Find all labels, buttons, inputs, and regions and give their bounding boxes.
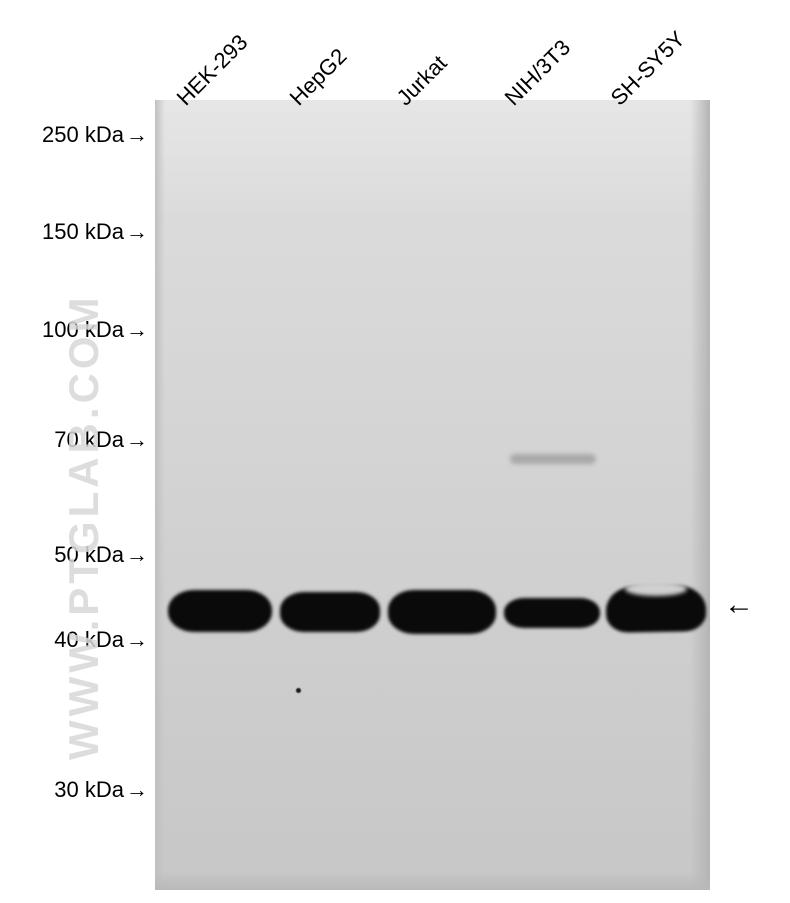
- membrane-speck: [296, 688, 301, 693]
- watermark-text: WWW.PTGLAB.COM: [60, 293, 108, 760]
- ladder-value: 100 kDa: [42, 317, 124, 342]
- arrow-right-icon: →: [126, 317, 148, 343]
- watermark-label: WWW.PTGLAB.COM: [60, 293, 107, 760]
- band-lane-hek293: [168, 590, 272, 632]
- ladder-value: 50 kDa: [54, 542, 124, 567]
- ladder-value: 70 kDa: [54, 427, 124, 452]
- figure-root: 250 kDa→ 150 kDa→ 100 kDa→ 70 kDa→ 50 kD…: [0, 0, 790, 903]
- ladder-value: 30 kDa: [54, 777, 124, 802]
- ladder-value: 150 kDa: [42, 219, 124, 244]
- arrow-right-icon: →: [126, 219, 148, 245]
- arrow-right-icon: →: [126, 542, 148, 568]
- ladder-mark-50: 50 kDa→: [22, 542, 148, 568]
- arrow-right-icon: →: [126, 627, 148, 653]
- target-band-arrow-icon: ←: [724, 588, 754, 622]
- band-lane-shsy5y-dip: [625, 582, 687, 596]
- arrow-right-icon: →: [126, 427, 148, 453]
- arrow-right-icon: →: [126, 777, 148, 803]
- arrow-right-icon: →: [126, 122, 148, 148]
- lane-label-hek293: HEK-293: [172, 29, 254, 111]
- ladder-mark-30: 30 kDa→: [22, 777, 148, 803]
- lane-text: SH-SY5Y: [606, 26, 690, 110]
- lane-label-shsy5y: SH-SY5Y: [606, 26, 691, 111]
- ladder-mark-100: 100 kDa→: [10, 317, 148, 343]
- band-lane-jurkat: [388, 590, 496, 634]
- lane-text: HEK-293: [172, 29, 253, 110]
- faint-band-lane-nih3t3: [510, 454, 596, 464]
- ladder-mark-150: 150 kDa→: [10, 219, 148, 245]
- indicator-glyph: ←: [724, 588, 754, 621]
- blot-background: [155, 100, 710, 890]
- ladder-mark-40: 40 kDa→: [22, 627, 148, 653]
- band-lane-nih3t3: [504, 598, 600, 628]
- ladder-value: 40 kDa: [54, 627, 124, 652]
- ladder-value: 250 kDa: [42, 122, 124, 147]
- lane-text: NIH/3T3: [500, 35, 576, 111]
- ladder-mark-250: 250 kDa→: [10, 122, 148, 148]
- ladder-mark-70: 70 kDa→: [22, 427, 148, 453]
- blot-membrane: [155, 100, 710, 890]
- band-lane-hepg2: [280, 592, 380, 632]
